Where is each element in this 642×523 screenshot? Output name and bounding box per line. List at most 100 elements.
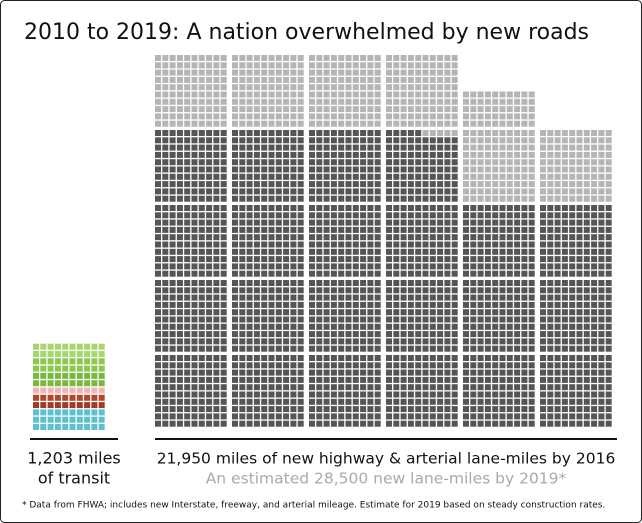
waffle-square	[506, 181, 513, 188]
waffle-square	[283, 98, 290, 105]
waffle-square	[91, 372, 98, 379]
waffle-square	[374, 241, 381, 248]
waffle-square	[605, 301, 612, 308]
waffle-square	[514, 181, 521, 188]
waffle-square	[220, 212, 227, 219]
waffle-square	[184, 263, 191, 270]
waffle-square	[330, 309, 337, 316]
waffle-square	[330, 241, 337, 248]
waffle-square	[506, 151, 513, 158]
waffle-square	[521, 301, 528, 308]
waffle-square	[547, 331, 554, 338]
waffle-square	[297, 159, 304, 166]
waffle-square	[547, 413, 554, 420]
waffle-square	[605, 205, 612, 211]
waffle-square	[528, 106, 535, 113]
waffle-square	[316, 301, 323, 308]
waffle-square	[184, 173, 191, 180]
waffle-square	[316, 137, 323, 144]
waffle-square	[429, 76, 436, 83]
waffle-square	[239, 91, 246, 98]
waffle-square	[162, 195, 169, 202]
waffle-square	[191, 309, 198, 316]
waffle-square	[554, 406, 561, 413]
waffle-square	[437, 234, 444, 241]
waffle-square	[477, 226, 484, 233]
waffle-square	[422, 376, 429, 383]
waffle-square	[415, 248, 422, 255]
waffle-square	[338, 294, 345, 301]
waffle-square	[283, 323, 290, 330]
waffle-square	[213, 301, 220, 308]
waffle-square	[444, 406, 451, 413]
waffle-square	[444, 130, 451, 136]
waffle-square	[352, 195, 359, 202]
waffle-square	[605, 212, 612, 219]
waffle-square	[316, 331, 323, 338]
waffle-square	[360, 106, 367, 113]
waffle-square	[569, 263, 576, 270]
waffle-square	[169, 84, 176, 91]
waffle-square	[386, 120, 392, 127]
waffle-square	[345, 91, 352, 98]
waffle-square	[198, 369, 205, 376]
waffle-square	[470, 188, 477, 195]
waffle-square	[437, 205, 444, 211]
waffle-square	[309, 62, 315, 69]
waffle-square	[268, 316, 275, 323]
waffle-square	[374, 323, 381, 330]
waffle-square	[422, 195, 429, 202]
waffle-square	[451, 62, 458, 69]
waffle-square	[98, 402, 105, 409]
waffle-square	[393, 413, 400, 420]
waffle-square	[283, 212, 290, 219]
waffle-square	[162, 144, 169, 151]
waffle-square	[352, 384, 359, 391]
waffle-square	[275, 369, 282, 376]
waffle-square	[323, 384, 330, 391]
waffle-square	[569, 159, 576, 166]
waffle-square	[246, 113, 253, 120]
waffle-square	[605, 270, 612, 277]
waffle-square	[437, 113, 444, 120]
waffle-square	[463, 256, 469, 263]
waffle-square	[484, 188, 491, 195]
waffle-square	[253, 151, 260, 158]
waffle-square	[463, 188, 469, 195]
waffle-square	[330, 248, 337, 255]
waffle-square	[444, 248, 451, 255]
waffle-square	[206, 130, 213, 136]
waffle-square	[547, 205, 554, 211]
waffle-square	[69, 365, 76, 372]
waffle-square	[297, 106, 304, 113]
waffle-square	[444, 398, 451, 405]
waffle-square	[561, 355, 568, 361]
waffle-square	[316, 287, 323, 294]
waffle-square	[352, 55, 359, 61]
waffle-square	[191, 181, 198, 188]
waffle-square	[583, 212, 590, 219]
waffle-square	[484, 280, 491, 286]
waffle-square	[198, 294, 205, 301]
waffle-square	[400, 301, 407, 308]
waffle-square	[492, 188, 499, 195]
waffle-square	[232, 248, 238, 255]
waffle-square	[261, 369, 268, 376]
waffle-square	[407, 98, 414, 105]
waffle-square	[246, 280, 253, 286]
waffle-square	[437, 219, 444, 226]
waffle-square	[213, 195, 220, 202]
waffle-square	[162, 69, 169, 76]
waffle-square	[429, 413, 436, 420]
waffle-square	[528, 248, 535, 255]
waffle-square	[191, 248, 198, 255]
waffle-square	[261, 420, 268, 427]
waffle-square	[213, 219, 220, 226]
waffle-square	[268, 98, 275, 105]
waffle-square	[569, 287, 576, 294]
waffle-square	[309, 195, 315, 202]
waffle-square	[451, 76, 458, 83]
waffle-square	[367, 173, 374, 180]
waffle-square	[591, 406, 598, 413]
waffle-square	[528, 280, 535, 286]
